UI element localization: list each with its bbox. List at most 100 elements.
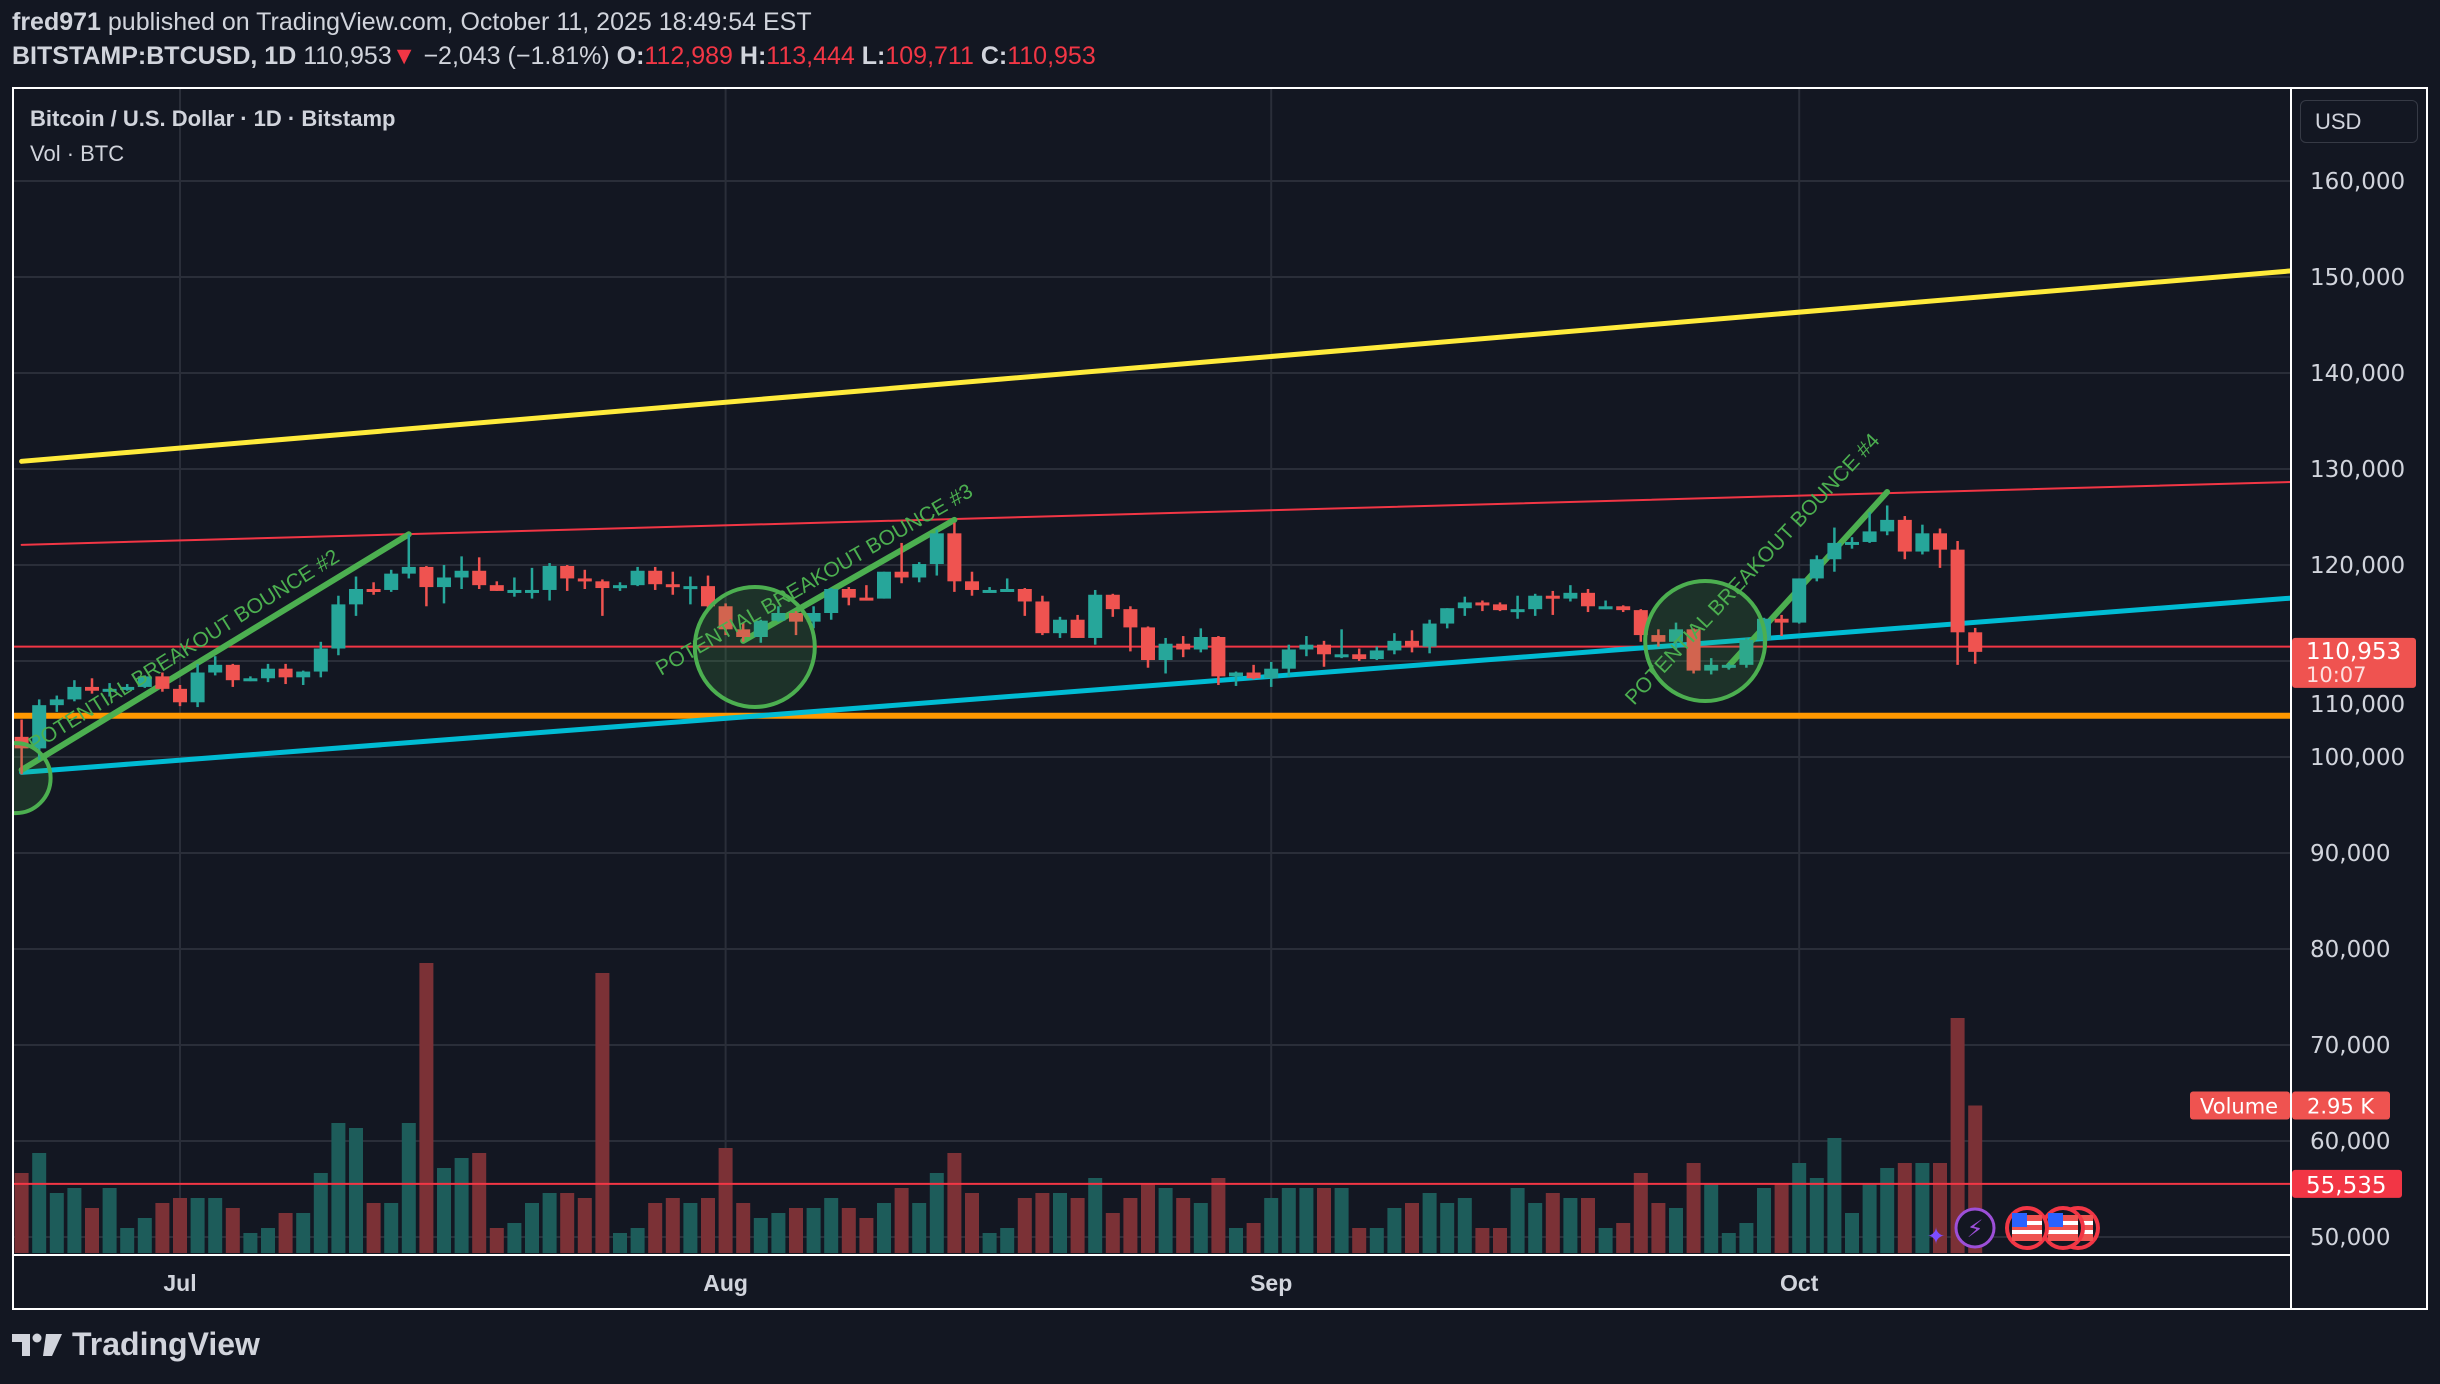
candle bbox=[577, 569, 592, 589]
volume-bar bbox=[789, 1208, 803, 1253]
price-tick-label: 110,000 bbox=[2310, 692, 2405, 718]
candle bbox=[1088, 589, 1103, 645]
currency-button[interactable]: USD bbox=[2300, 100, 2418, 143]
candle bbox=[1475, 600, 1490, 612]
candle bbox=[1211, 636, 1226, 685]
chart-title[interactable]: Bitcoin / U.S. Dollar · 1D · Bitstamp bbox=[30, 106, 396, 131]
candle bbox=[1651, 629, 1666, 647]
candle bbox=[1000, 578, 1015, 592]
candle-body bbox=[894, 571, 909, 578]
candle bbox=[1827, 527, 1842, 572]
candle bbox=[982, 587, 997, 593]
candle-body bbox=[489, 585, 504, 591]
last-price: 110,953 bbox=[303, 42, 392, 70]
candle-body bbox=[278, 668, 293, 678]
volume-bar bbox=[1017, 1198, 1032, 1253]
us-flag-event-icon[interactable] bbox=[2005, 1206, 2049, 1250]
candle bbox=[1563, 585, 1578, 602]
candle bbox=[1176, 636, 1191, 658]
candle-body bbox=[1598, 606, 1613, 610]
volume-bar bbox=[1000, 1228, 1015, 1253]
us-flag-event-icon[interactable] bbox=[2041, 1206, 2085, 1250]
price-tick-label: 160,000 bbox=[2310, 169, 2405, 195]
volume-bar bbox=[85, 1208, 99, 1253]
candle-body bbox=[296, 671, 311, 678]
candle bbox=[806, 606, 821, 629]
candle bbox=[1229, 671, 1243, 686]
candle-body bbox=[1880, 519, 1895, 532]
volume-bar bbox=[1334, 1188, 1349, 1253]
candle-body bbox=[1950, 549, 1965, 633]
cyan-support-line bbox=[19, 595, 2291, 775]
candle-body bbox=[208, 664, 223, 673]
volume-bar bbox=[982, 1233, 997, 1253]
candle-body bbox=[173, 688, 187, 703]
candle bbox=[912, 562, 927, 583]
volume-bar bbox=[1493, 1228, 1507, 1253]
candle-body bbox=[507, 589, 522, 593]
volume-bar bbox=[824, 1198, 839, 1253]
candle bbox=[261, 663, 275, 683]
candle-body bbox=[789, 613, 803, 622]
candle bbox=[683, 576, 698, 605]
volume-bar bbox=[1211, 1178, 1226, 1253]
volume-bar bbox=[630, 1228, 645, 1253]
candle-body bbox=[366, 589, 381, 592]
candle-body bbox=[771, 613, 786, 621]
volume-bar bbox=[1123, 1198, 1138, 1253]
candle-body bbox=[1299, 644, 1314, 650]
volume-bar bbox=[313, 1173, 328, 1253]
candle bbox=[542, 563, 557, 601]
volume-bar bbox=[489, 1228, 504, 1253]
candle-body bbox=[1739, 639, 1754, 665]
candle-body bbox=[1000, 589, 1015, 592]
candle bbox=[789, 611, 803, 636]
volume-bar bbox=[1563, 1198, 1578, 1253]
candle bbox=[1598, 600, 1613, 610]
volume-bar bbox=[736, 1203, 751, 1253]
volume-bar bbox=[173, 1198, 187, 1253]
candle-body bbox=[1528, 595, 1543, 610]
candle bbox=[859, 585, 874, 601]
candle-body bbox=[1387, 640, 1402, 651]
candle-body bbox=[419, 566, 434, 588]
volume-bar bbox=[701, 1198, 715, 1253]
candle bbox=[1510, 595, 1525, 619]
volume-bar bbox=[1176, 1198, 1191, 1253]
volume-bar bbox=[120, 1228, 135, 1253]
candle bbox=[155, 672, 170, 692]
price-tick-label: 140,000 bbox=[2310, 361, 2405, 387]
candle-body bbox=[683, 586, 698, 590]
lightning-event-icon[interactable]: ⚡ bbox=[1954, 1207, 1996, 1249]
price-change: −2,043 (−1.81%) bbox=[423, 42, 610, 70]
volume-bar bbox=[1440, 1203, 1455, 1253]
symbol-info: BITSTAMP:BTCUSD, 1D 110,953▼ −2,043 (−1.… bbox=[12, 42, 1096, 71]
candle bbox=[965, 571, 979, 596]
candle bbox=[701, 575, 715, 609]
tradingview-logo[interactable]: TradingView bbox=[12, 1326, 260, 1363]
price-tick-label: 70,000 bbox=[2310, 1033, 2390, 1059]
candle bbox=[1334, 629, 1349, 659]
volume-bar bbox=[67, 1188, 82, 1253]
candle-body bbox=[859, 597, 874, 601]
candle-body bbox=[542, 565, 557, 590]
candle bbox=[67, 680, 82, 702]
time-tick-label: Sep bbox=[1250, 1270, 1292, 1296]
bounce-circle-3 bbox=[1643, 579, 1768, 704]
time-tick-label: Jul bbox=[163, 1270, 196, 1296]
down-arrow-icon: ▼ bbox=[391, 42, 417, 70]
candle-body bbox=[841, 589, 856, 598]
green-bounce-2 bbox=[18, 531, 412, 773]
candle bbox=[507, 577, 522, 597]
candle-body bbox=[190, 672, 205, 703]
volume-bar bbox=[1633, 1173, 1648, 1253]
volume-bar bbox=[1880, 1168, 1895, 1253]
volume-bar bbox=[613, 1233, 627, 1253]
volume-legend[interactable]: Vol · BTC bbox=[30, 141, 125, 166]
volume-bar bbox=[102, 1188, 117, 1253]
candle-body bbox=[1651, 635, 1666, 642]
candle bbox=[190, 663, 205, 708]
candle-body bbox=[1105, 594, 1120, 610]
candle-body bbox=[243, 678, 258, 682]
